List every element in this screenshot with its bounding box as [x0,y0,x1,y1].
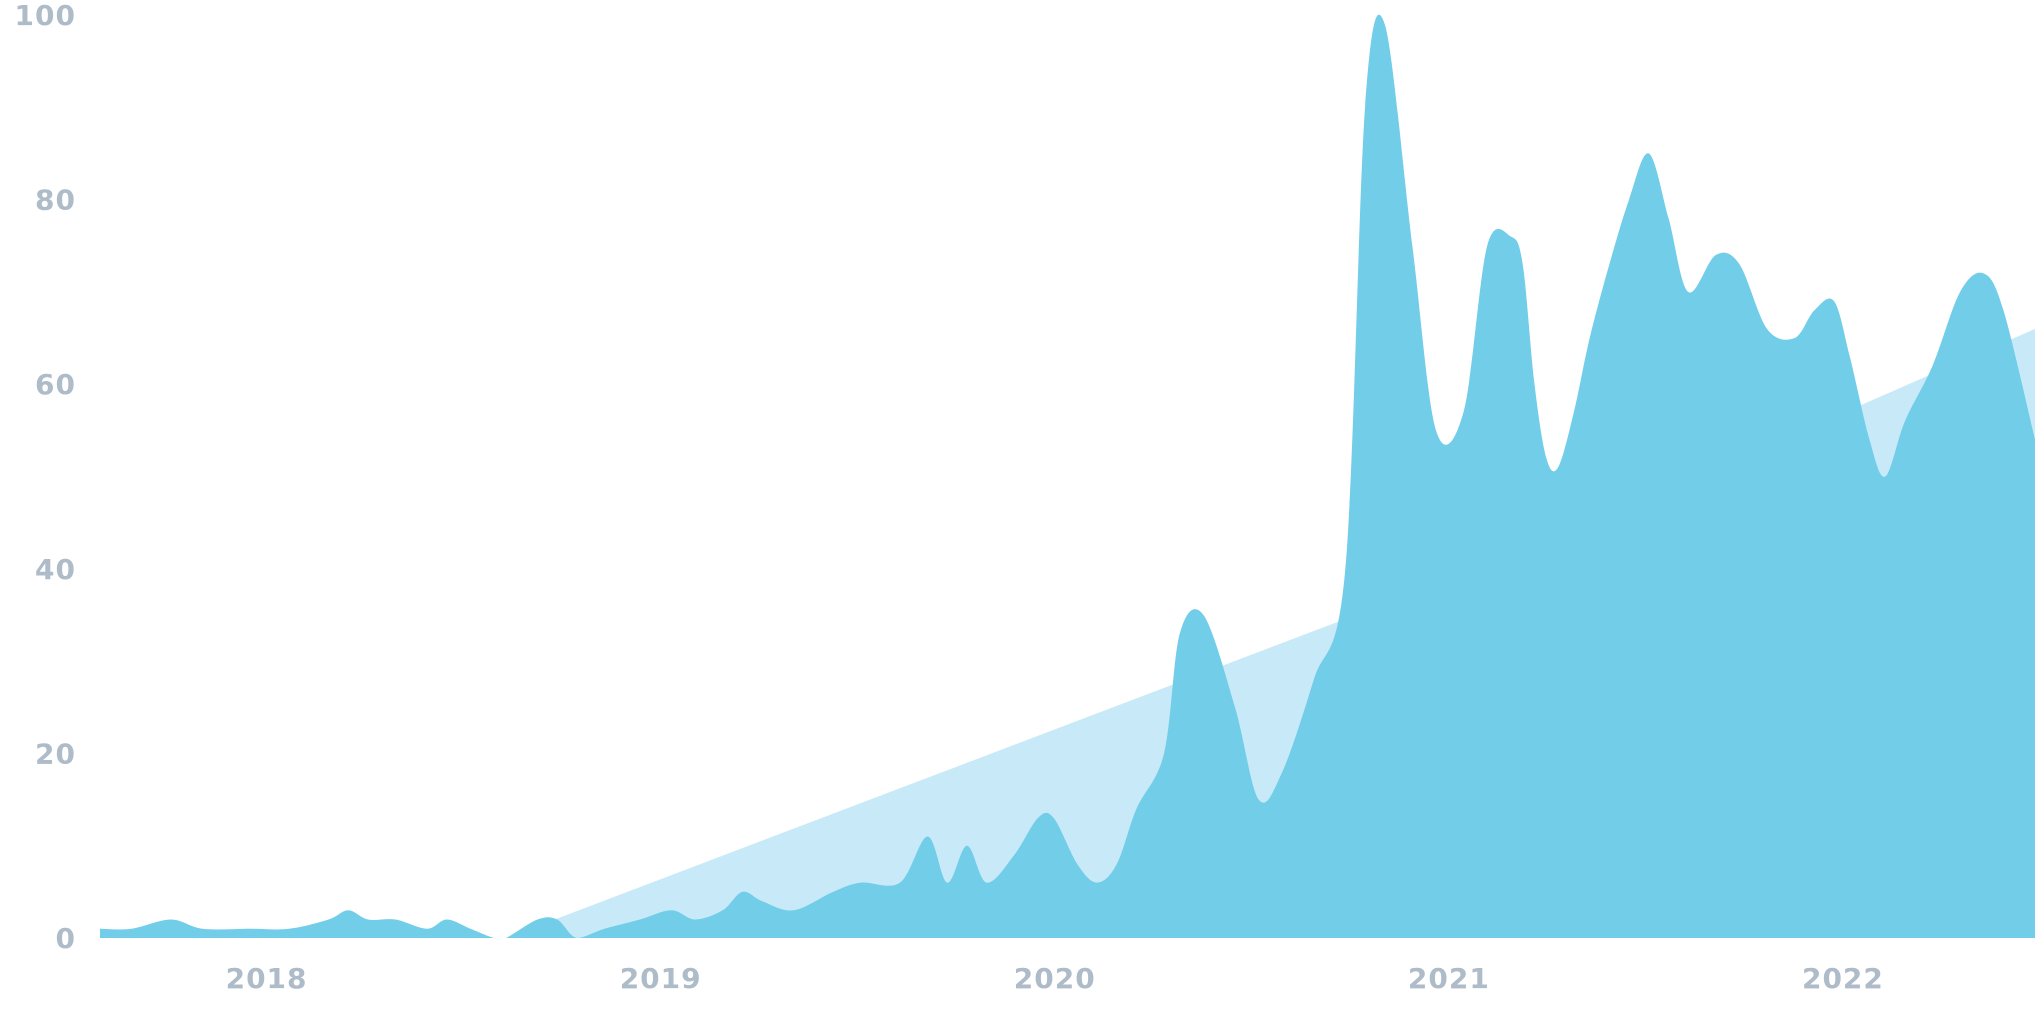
values-area [100,14,2035,938]
x-tick-label: 2019 [620,962,702,995]
x-tick-label: 2021 [1408,962,1490,995]
area-layer [100,14,2035,938]
y-tick-label: 100 [15,0,76,32]
x-tick-label: 2018 [226,962,308,995]
y-axis: 0 20 40 60 80 100 [15,0,76,955]
y-tick-label: 80 [35,184,76,217]
y-tick-label: 60 [35,368,76,401]
x-tick-label: 2020 [1014,962,1096,995]
y-tick-label: 20 [35,737,76,770]
y-tick-label: 0 [56,922,76,955]
y-tick-label: 40 [35,553,76,586]
x-axis: 2018 2019 2020 2021 2022 [226,962,1884,995]
x-tick-label: 2022 [1802,962,1884,995]
